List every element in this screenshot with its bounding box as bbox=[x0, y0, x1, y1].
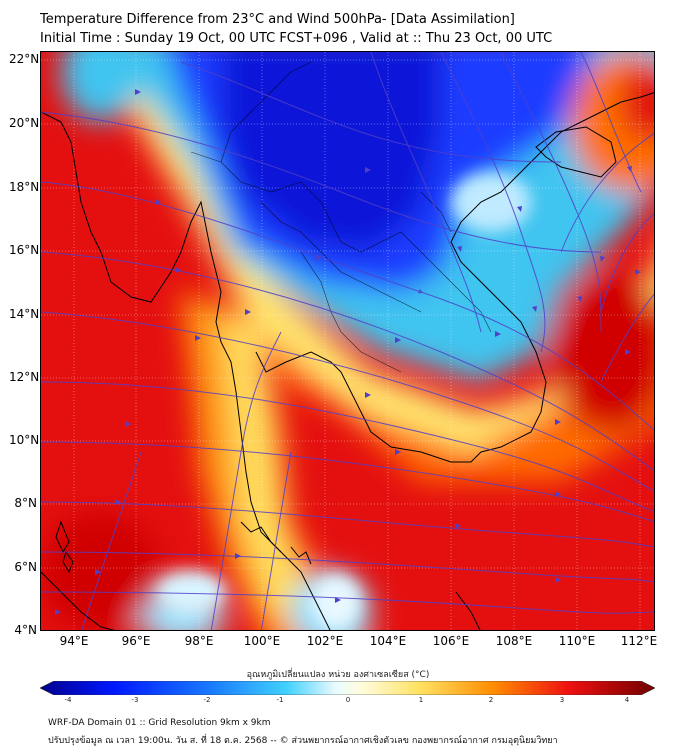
arrow-marker bbox=[235, 553, 241, 559]
temperature-field bbox=[41, 52, 654, 630]
arrow-marker bbox=[600, 256, 605, 262]
lon-label: 98°E bbox=[184, 634, 214, 648]
yellow-band-peninsula bbox=[221, 312, 311, 612]
arrow-marker bbox=[577, 296, 582, 302]
arrow-marker bbox=[627, 166, 632, 172]
colorbar-tick: -3 bbox=[131, 696, 139, 704]
colorbar-tick: 1 bbox=[418, 696, 424, 704]
wind-arrows bbox=[55, 89, 641, 615]
footer-credit: ปรับปรุงข้อมูล ณ เวลา 19:00น. วัน ส. ที่… bbox=[48, 736, 558, 746]
arrow-marker bbox=[532, 306, 537, 312]
lat-label: 18°N bbox=[9, 180, 40, 194]
graticule bbox=[41, 52, 654, 630]
arrow-marker bbox=[457, 246, 462, 252]
arrow-marker bbox=[135, 89, 141, 95]
map-subtitle: Initial Time : Sunday 19 Oct, 00 UTC FCS… bbox=[40, 31, 553, 46]
arrow-marker bbox=[95, 569, 101, 575]
colorbar-gradient bbox=[40, 681, 655, 695]
northwest-cold-edge bbox=[61, 52, 141, 122]
malay-detail bbox=[290, 546, 312, 565]
gulf-coast-detail bbox=[240, 521, 282, 553]
lat-label: 8°N bbox=[14, 496, 37, 510]
arrow-marker bbox=[365, 392, 371, 398]
indochina-coast bbox=[255, 92, 654, 463]
arrow-marker bbox=[395, 449, 401, 455]
arrow-marker bbox=[365, 167, 371, 173]
arrow-marker bbox=[175, 267, 181, 273]
arrow-marker bbox=[495, 331, 501, 337]
sumatra-coast bbox=[41, 571, 116, 630]
lat-label: 20°N bbox=[9, 116, 40, 130]
arrow-marker bbox=[315, 255, 321, 261]
arrow-marker bbox=[455, 523, 461, 529]
colorbar-tick: -1 bbox=[276, 696, 284, 704]
colorbar-tick: -2 bbox=[203, 696, 211, 704]
colorbar-tick: -4 bbox=[64, 696, 72, 704]
lon-label: 108°E bbox=[495, 634, 533, 648]
arrow-marker bbox=[517, 206, 522, 212]
lat-label: 14°N bbox=[9, 307, 40, 321]
arrow-marker bbox=[195, 335, 201, 341]
arrow-marker bbox=[395, 337, 401, 343]
arrow-marker bbox=[115, 499, 121, 505]
wind-streamlines bbox=[41, 52, 654, 630]
lat-label: 10°N bbox=[9, 433, 40, 447]
lon-label: 104°E bbox=[369, 634, 407, 648]
deep-blue-core bbox=[221, 52, 441, 252]
arrow-marker bbox=[125, 421, 131, 427]
lon-label: 112°E bbox=[620, 634, 658, 648]
lon-label: 106°E bbox=[432, 634, 470, 648]
map-canvas bbox=[41, 52, 654, 630]
colorbar-tick: 3 bbox=[559, 696, 565, 704]
lon-label: 100°E bbox=[243, 634, 281, 648]
lon-label: 102°E bbox=[306, 634, 344, 648]
arrow-marker bbox=[245, 309, 251, 315]
lon-label: 96°E bbox=[121, 634, 151, 648]
map-title: Temperature Difference from 23°C and Win… bbox=[40, 12, 515, 27]
arrow-marker bbox=[55, 609, 61, 615]
colorbar-label: อุณหภูมิเปลี่ยนแปลง หน่วย องศาเซลเซียส (… bbox=[246, 670, 430, 680]
colorbar-tick: 2 bbox=[488, 696, 494, 704]
western-coast bbox=[41, 111, 331, 630]
arrow-marker bbox=[335, 597, 341, 603]
colorbar-tick: 4 bbox=[624, 696, 630, 704]
lat-label: 22°N bbox=[9, 52, 40, 66]
lat-label: 16°N bbox=[9, 243, 40, 257]
arrow-marker bbox=[155, 199, 161, 205]
arrow-marker bbox=[635, 269, 641, 275]
borneo-coast bbox=[455, 591, 481, 630]
temperature-map bbox=[40, 51, 655, 631]
andaman-island-2 bbox=[62, 550, 74, 574]
arrow-marker bbox=[555, 419, 561, 425]
footer-model-info: WRF-DA Domain 01 :: Grid Resolution 9km … bbox=[48, 718, 271, 728]
arrow-marker bbox=[625, 349, 631, 355]
country-borders bbox=[190, 61, 492, 373]
lon-label: 110°E bbox=[558, 634, 596, 648]
lat-label: 4°N bbox=[14, 623, 37, 637]
colorbar bbox=[40, 681, 655, 695]
colorbar-tick: 0 bbox=[345, 696, 351, 704]
lat-label: 12°N bbox=[9, 370, 40, 384]
lon-label: 94°E bbox=[59, 634, 89, 648]
arrow-marker bbox=[555, 577, 561, 583]
arrow-marker bbox=[555, 491, 561, 497]
lat-label: 6°N bbox=[14, 560, 37, 574]
